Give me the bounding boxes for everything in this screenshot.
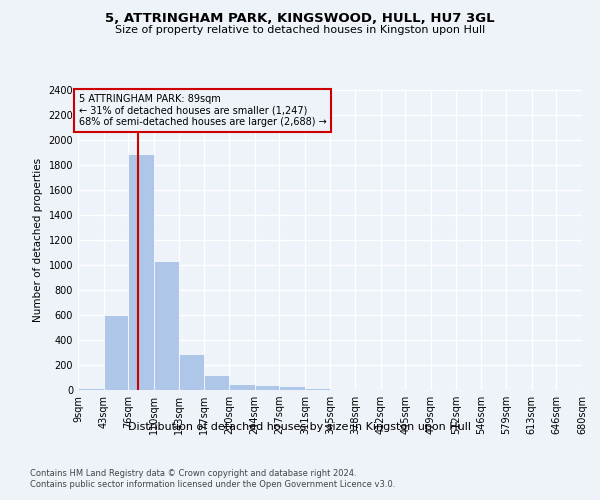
Bar [128, 154, 154, 390]
Bar [229, 384, 254, 390]
Bar [305, 388, 331, 390]
Text: 5 ATTRINGHAM PARK: 89sqm
← 31% of detached houses are smaller (1,247)
68% of sem: 5 ATTRINGHAM PARK: 89sqm ← 31% of detach… [79, 94, 326, 127]
Y-axis label: Number of detached properties: Number of detached properties [33, 158, 43, 322]
Text: Size of property relative to detached houses in Kingston upon Hull: Size of property relative to detached ho… [115, 25, 485, 35]
Bar [254, 385, 279, 390]
Text: Contains HM Land Registry data © Crown copyright and database right 2024.: Contains HM Land Registry data © Crown c… [30, 468, 356, 477]
Text: 5, ATTRINGHAM PARK, KINGSWOOD, HULL, HU7 3GL: 5, ATTRINGHAM PARK, KINGSWOOD, HULL, HU7… [105, 12, 495, 26]
Bar [154, 261, 179, 390]
Bar [78, 388, 104, 390]
Text: Distribution of detached houses by size in Kingston upon Hull: Distribution of detached houses by size … [128, 422, 472, 432]
Bar [104, 315, 128, 390]
Bar [204, 375, 229, 390]
Text: Contains public sector information licensed under the Open Government Licence v3: Contains public sector information licen… [30, 480, 395, 489]
Bar [279, 386, 305, 390]
Bar [179, 354, 204, 390]
